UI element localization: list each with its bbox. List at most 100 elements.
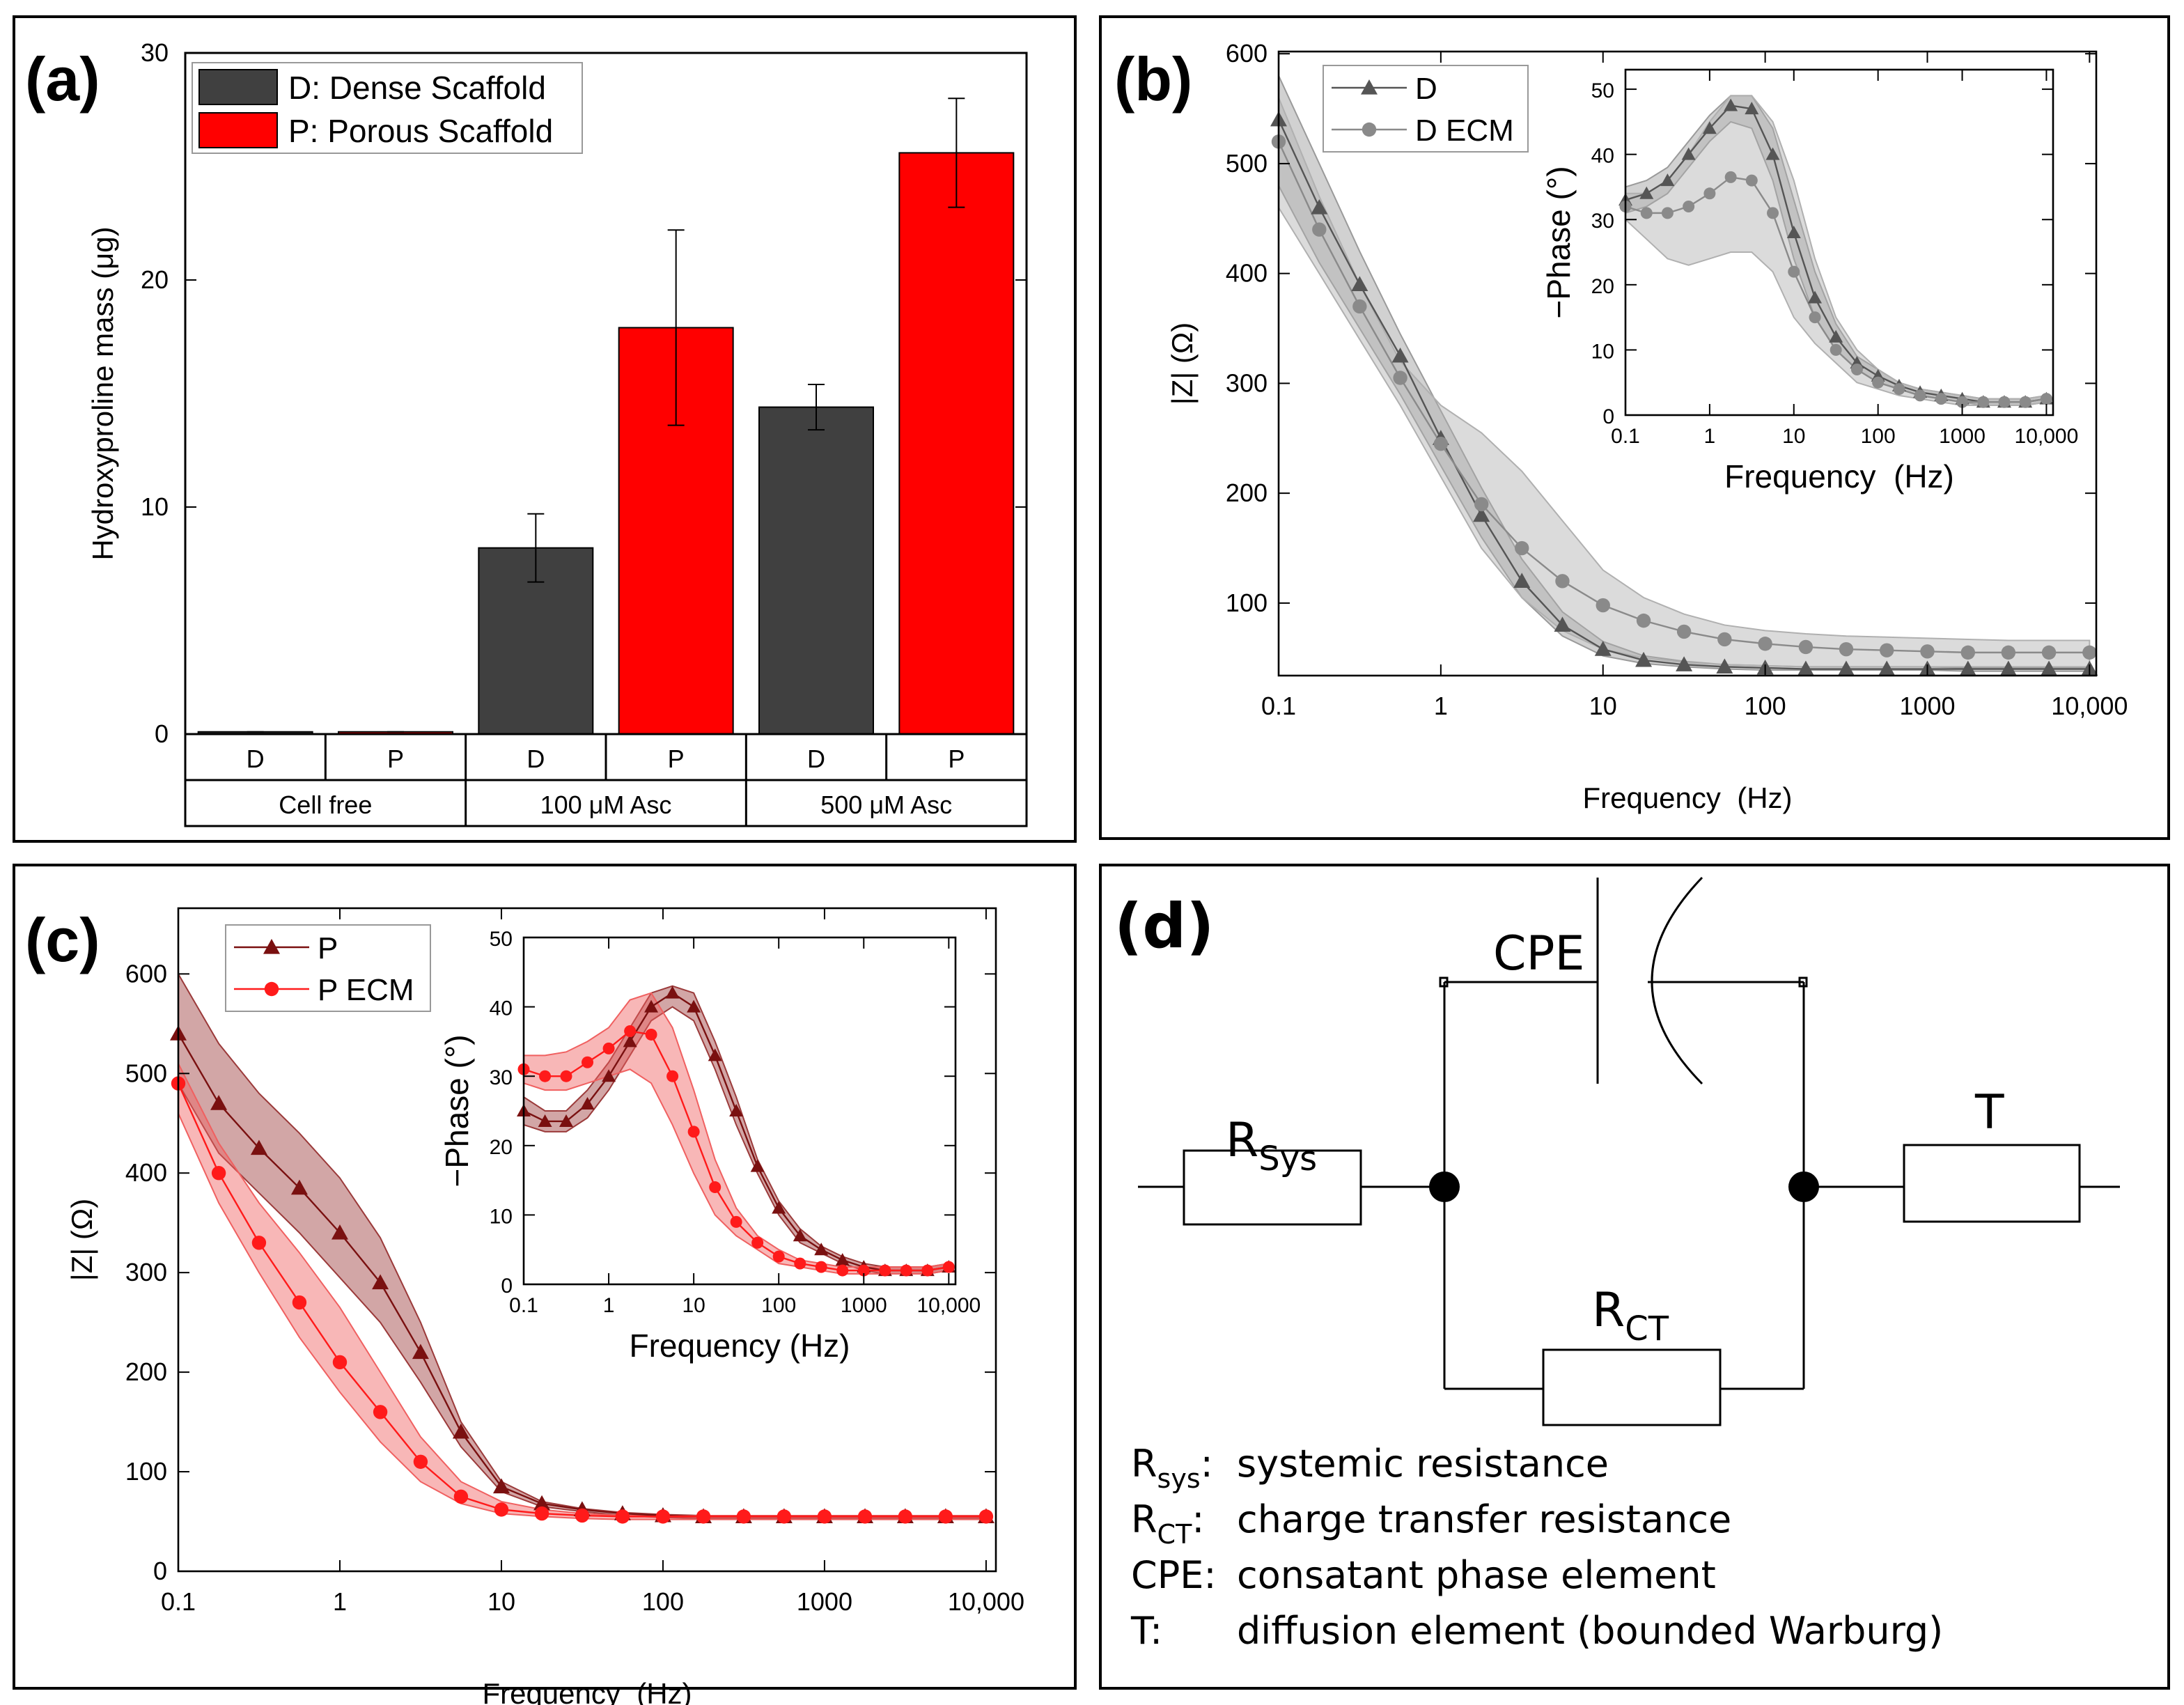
- marker: [372, 1274, 389, 1290]
- marker: [1661, 207, 1674, 219]
- y-axis-title: Hydroxyproline mass (μg): [86, 226, 119, 560]
- marker: [708, 1048, 722, 1061]
- marker: [751, 1236, 764, 1249]
- x-tick-label: 1: [333, 1587, 347, 1616]
- marker: [978, 1509, 994, 1524]
- marker: [857, 1264, 870, 1277]
- marker: [1765, 147, 1780, 160]
- marker: [250, 1139, 267, 1155]
- marker: [1703, 187, 1716, 200]
- rsys-main: R: [1226, 1113, 1258, 1168]
- marker: [332, 1355, 348, 1370]
- marker: [1797, 660, 1814, 676]
- rct-sub: CT: [1625, 1309, 1669, 1348]
- y-tick-label: 200: [125, 1357, 167, 1386]
- y-axis-title: |Z| (Ω): [1166, 322, 1199, 405]
- x-tick-label: 10: [1589, 692, 1617, 720]
- marker: [534, 1506, 549, 1521]
- legend-desc: charge transfer resistance: [1237, 1497, 1731, 1541]
- y-tick-label: 0: [155, 719, 169, 748]
- plot-area: [1625, 70, 2053, 415]
- marker: [835, 1253, 850, 1266]
- marker: [1920, 644, 1935, 659]
- key-suffix: :: [1201, 1442, 1213, 1486]
- x-tick-label: 1000: [1899, 692, 1955, 720]
- marker: [1786, 225, 1801, 238]
- marker: [2041, 645, 2057, 660]
- x-tick-label: P: [948, 745, 965, 773]
- marker: [1767, 207, 1779, 219]
- x-tick-label: D: [526, 745, 545, 773]
- rct-label: RCT: [1592, 1283, 1669, 1348]
- marker: [624, 1025, 637, 1037]
- marker: [1872, 376, 1885, 389]
- legend-swatch: [198, 69, 278, 105]
- y-axis-title: −Phase (°): [1540, 166, 1577, 318]
- key: R: [1131, 1497, 1157, 1541]
- marker: [2041, 660, 2058, 676]
- marker: [453, 1489, 469, 1504]
- marker: [687, 999, 701, 1013]
- junction: [1429, 1171, 1460, 1202]
- marker: [1473, 506, 1490, 522]
- marker: [373, 1405, 388, 1419]
- node: [1798, 976, 1808, 988]
- marker: [1758, 637, 1772, 651]
- marker: [814, 1243, 829, 1256]
- y-tick-label: 600: [125, 959, 167, 988]
- marker: [900, 1264, 912, 1277]
- y-tick-label: 40: [1591, 145, 1614, 168]
- marker: [1809, 311, 1821, 324]
- marker: [1717, 632, 1732, 647]
- x-tick-label: 10,000: [2015, 425, 2079, 448]
- marker: [1683, 201, 1695, 213]
- marker: [1639, 186, 1654, 199]
- marker: [539, 1070, 552, 1082]
- x-tick-label: 1000: [1939, 425, 1986, 448]
- panel-label: (c): [25, 905, 100, 974]
- marker: [666, 1070, 679, 1082]
- marker: [1513, 573, 1531, 588]
- marker: [452, 1423, 469, 1439]
- group-label: 500 μM Asc: [820, 791, 952, 819]
- marker: [1724, 171, 1737, 183]
- marker: [580, 1097, 595, 1110]
- marker: [538, 1114, 552, 1127]
- marker: [730, 1215, 742, 1228]
- marker: [772, 1250, 785, 1263]
- marker: [1837, 660, 1855, 676]
- x-axis-title: Frequency (Hz): [482, 1677, 692, 1705]
- y-tick-label: 20: [490, 1136, 513, 1159]
- marker: [772, 1201, 786, 1214]
- x-tick-label: 10,000: [916, 1294, 981, 1317]
- panel-label: (d): [1114, 890, 1214, 962]
- marker: [1351, 276, 1368, 292]
- marker: [582, 1056, 594, 1068]
- x-tick-label: 1000: [841, 1294, 887, 1317]
- marker: [1352, 299, 1367, 314]
- marker: [575, 1508, 590, 1523]
- marker: [793, 1229, 807, 1242]
- marker: [1554, 616, 1571, 632]
- y-tick-label: 0: [153, 1557, 167, 1585]
- x-tick-label: 100: [1745, 692, 1786, 720]
- x-tick-label: D: [247, 745, 265, 773]
- x-axis-title: Frequency (Hz): [630, 1328, 850, 1364]
- group-label: Cell free: [279, 791, 372, 819]
- marker: [264, 981, 279, 997]
- marker: [1914, 389, 1926, 402]
- marker: [1839, 641, 1854, 657]
- marker: [665, 986, 680, 999]
- error-bar: [667, 229, 685, 426]
- marker: [1959, 660, 1976, 676]
- marker: [1311, 199, 1328, 215]
- x-tick-label: 0.1: [509, 1294, 538, 1317]
- legend-label: D: [1415, 72, 1437, 106]
- legend-label: P: [318, 931, 338, 965]
- key: R: [1131, 1442, 1157, 1486]
- plot-frame: [1277, 50, 2098, 677]
- legend-box: [225, 924, 431, 1012]
- x-tick-label: 1: [1704, 425, 1716, 448]
- y-tick-label: 500: [1226, 149, 1268, 178]
- marker: [412, 1344, 429, 1360]
